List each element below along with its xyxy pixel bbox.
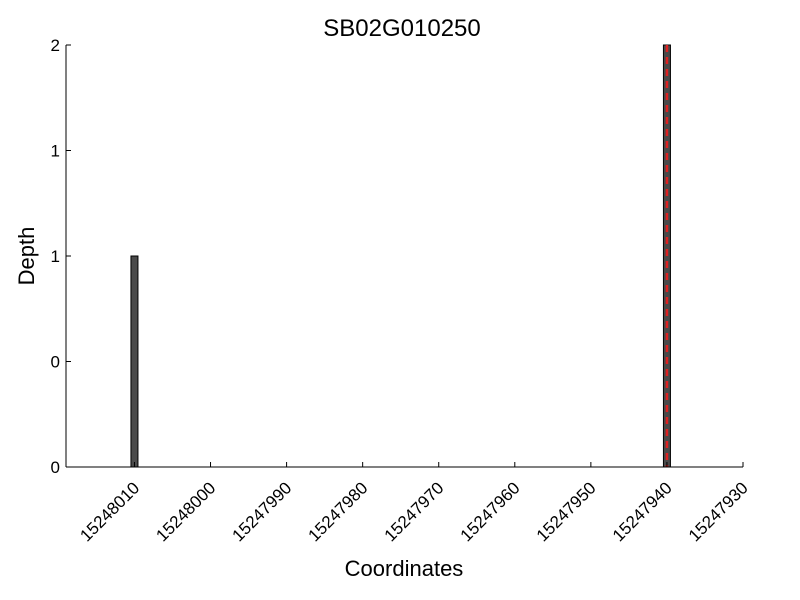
- x-tick-label: 15247980: [305, 478, 372, 545]
- x-tick-label: 15248000: [152, 478, 219, 545]
- x-tick-label: 15247950: [533, 478, 600, 545]
- y-tick-label: 1: [51, 142, 60, 161]
- y-tick-label: 1: [51, 247, 60, 266]
- y-tick-label: 0: [51, 353, 60, 372]
- x-tick-label: 15247960: [457, 478, 524, 545]
- y-tick-label: 0: [51, 458, 60, 477]
- x-tick-label: 15247940: [609, 478, 676, 545]
- x-tick-label: 15247970: [381, 478, 448, 545]
- bars-layer: [130, 44, 671, 468]
- x-ticks: 15248010 15248000 15247990 15247980 15247970…: [76, 462, 752, 545]
- x-tick-label: 15247930: [685, 478, 752, 545]
- y-ticks: 0 0 1 1 2: [51, 36, 71, 477]
- x-axis-label: Coordinates: [345, 556, 464, 581]
- y-tick-label: 2: [51, 36, 60, 55]
- x-tick-label: 15247990: [229, 478, 296, 545]
- x-tick-label: 15248010: [76, 478, 143, 545]
- chart-title: SB02G010250: [323, 15, 480, 42]
- bar-0: [130, 255, 139, 468]
- y-axis-label: Depth: [14, 227, 39, 286]
